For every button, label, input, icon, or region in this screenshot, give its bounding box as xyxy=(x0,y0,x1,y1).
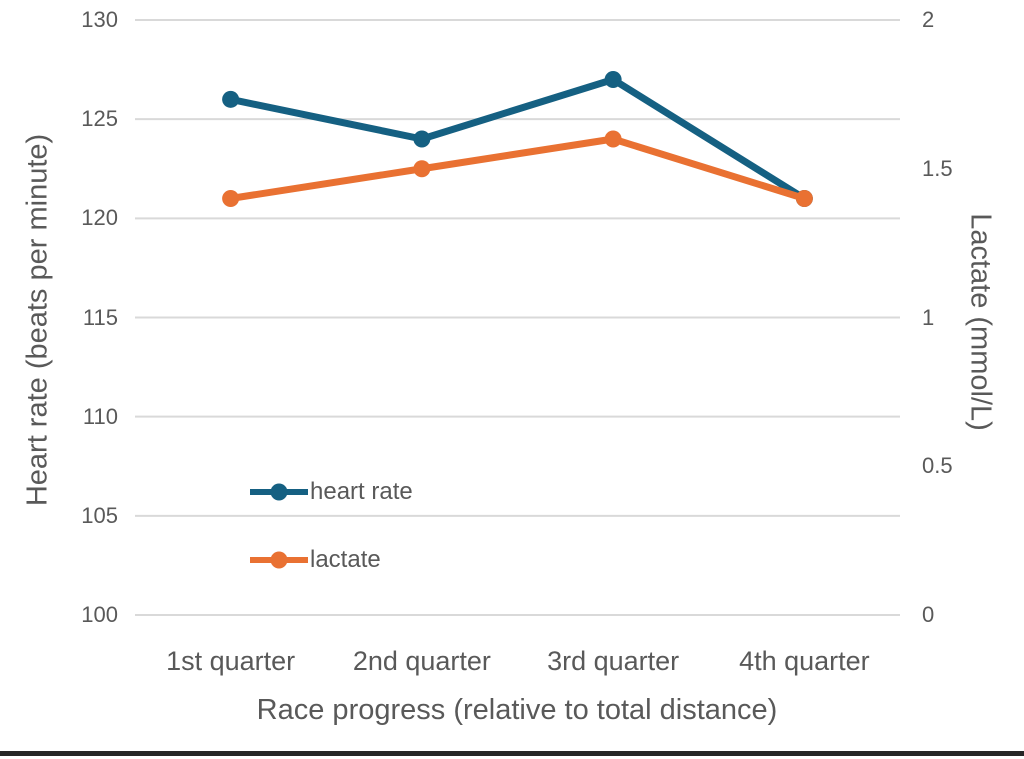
data-point-heart-rate xyxy=(604,71,622,88)
data-point-heart-rate xyxy=(222,90,240,108)
legend-item-heart-rate: heart rate xyxy=(250,478,413,506)
data-point-heart-rate xyxy=(413,130,431,148)
series-line-heart-rate xyxy=(227,76,808,202)
y-axis-right-title: Lactate (mmol/L) xyxy=(964,213,997,431)
legend-label: lactate xyxy=(310,546,381,573)
legend-label: heart rate xyxy=(310,478,413,505)
data-point-lactate xyxy=(413,160,431,178)
bottom-border xyxy=(0,751,1024,756)
legend: heart rate lactate xyxy=(250,478,413,614)
legend-item-lactate: lactate xyxy=(250,546,413,574)
legend-marker-icon xyxy=(250,483,308,501)
legend-marker-icon xyxy=(250,551,308,569)
data-point-lactate xyxy=(604,130,622,148)
x-axis-title: Race progress (relative to total distanc… xyxy=(256,694,778,726)
series-line-lactate xyxy=(227,135,808,202)
data-point-lactate xyxy=(795,190,813,207)
y-axis-left-title: Heart rate (beats per minute) xyxy=(21,133,54,507)
data-point-lactate xyxy=(222,190,240,207)
